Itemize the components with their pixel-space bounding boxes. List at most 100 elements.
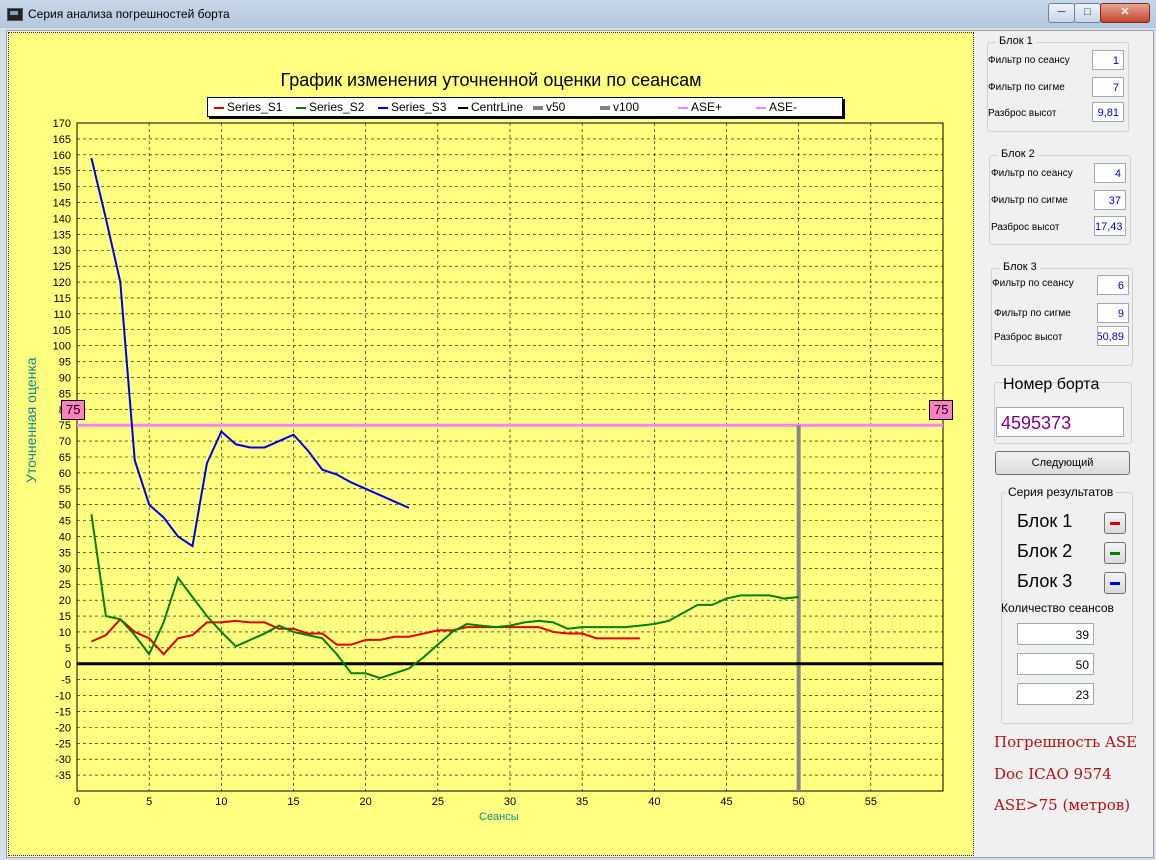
legend-item-v50: v50 [533,99,565,115]
legend-swatch [214,106,224,109]
y-tick-label: -30 [55,754,71,766]
block2-filter-sigma-label: Фильтр по сигме [991,195,1068,206]
session-count-block1[interactable]: 39 [1017,623,1094,645]
block3-group: Блок 3 [991,261,1133,366]
y-tick-label: 165 [53,134,71,146]
block1-spread-label: Разброс высот [988,108,1057,119]
x-tick-label: 15 [287,796,299,808]
y-tick-label: 110 [53,309,71,321]
note-ase-error: Погрешность ASE [994,733,1138,751]
x-tick-label: 30 [504,796,516,808]
y-tick-label: 40 [59,532,71,544]
block2-spread-label: Разброс высот [991,222,1060,233]
y-tick-label: 170 [53,118,71,130]
y-tick-label: 5 [65,643,71,655]
series-block3-color-button[interactable] [1104,572,1126,594]
y-tick-label: 70 [59,436,71,448]
board-group [994,382,1132,444]
app-icon [7,8,23,21]
close-button[interactable]: ✕ [1100,3,1150,23]
legend-swatch [756,106,766,109]
x-tick-label: 20 [360,796,372,808]
y-tick-label: 100 [53,341,71,353]
series-line-series_s1 [91,617,640,656]
series-block1-color-button[interactable] [1104,512,1126,534]
block3-spread-field[interactable]: 50,89 [1097,326,1129,346]
y-tick-label: -10 [55,691,71,703]
y-tick-label: 35 [59,547,71,559]
block1-filter-sigma-field[interactable]: 7 [1092,77,1124,97]
y-tick-label: 125 [53,261,71,273]
session-count-block2[interactable]: 50 [1017,653,1094,675]
block2-filter-sigma-field[interactable]: 37 [1094,190,1126,210]
x-tick-label: 5 [146,796,152,808]
block1-title: Блок 1 [996,35,1036,47]
block3-filter-sigma-field[interactable]: 9 [1097,303,1129,323]
legend-swatch [378,106,388,109]
series-results-title: Серия результатов [1006,485,1116,499]
legend-label: Series_S3 [391,100,447,114]
legend-item-v100: v100 [600,99,639,115]
y-tick-label: 50 [59,500,71,512]
y-tick-label: 30 [59,563,71,575]
y-tick-label: 140 [53,213,71,225]
note-ase-threshold: ASE>75 (метров) [994,796,1131,814]
session-count-label: Количество сеансов [1001,601,1114,615]
y-tick-label: 25 [59,579,71,591]
x-axis-label: Сеансы [479,811,519,823]
ase-tag-left: 75 [61,400,86,420]
y-tick-label: 95 [59,357,71,369]
block3-spread-label: Разброс высот [994,332,1063,343]
maximize-button[interactable]: □ [1074,3,1101,23]
session-count-block3[interactable]: 23 [1017,683,1094,705]
block1-filter-session-label: Фильтр по сеансу [988,55,1070,66]
y-tick-label: 15 [59,611,71,623]
y-tick-label: 75 [59,420,71,432]
note-icao-doc: Doc ICAO 9574 [994,765,1112,783]
series-block2-label: Блок 2 [1017,541,1073,561]
y-tick-label: -15 [55,706,71,718]
legend-item-seriess3: Series_S3 [378,99,446,115]
y-tick-label: 115 [53,293,71,305]
block3-filter-session-field[interactable]: 6 [1097,275,1129,295]
series-block2-color-button[interactable] [1104,542,1126,564]
y-tick-label: 120 [53,277,71,289]
blue-dash-icon [1110,582,1120,585]
y-tick-label: 150 [53,182,71,194]
green-dash-icon [1110,552,1120,555]
legend-label: ASE- [769,100,798,114]
y-tick-label: 65 [59,452,71,464]
x-tick-label: 55 [865,796,877,808]
legend-item-seriess2: Series_S2 [296,99,364,115]
x-tick-label: 0 [74,796,80,808]
y-tick-label: 155 [53,166,71,178]
block2-spread-field[interactable]: 17,43 [1094,216,1126,236]
y-tick-label: 45 [59,516,71,528]
block2-group: Блок 2 [989,148,1131,245]
board-title: Номер борта [1003,376,1100,393]
series-block1-label: Блок 1 [1017,511,1073,531]
ase-tag-right: 75 [929,400,954,420]
legend-label: Series_S1 [227,100,283,114]
y-tick-label: 145 [53,198,71,210]
minimize-button[interactable]: ─ [1048,3,1075,23]
legend-swatch [600,105,610,110]
legend-swatch [678,106,688,109]
y-tick-label: -20 [55,722,71,734]
legend-swatch [458,106,468,109]
board-number-field[interactable]: 4595373 [996,407,1124,437]
y-axis-label: Уточненная оценка [23,357,39,483]
title-bar: Серия анализа погрешностей борта ─ □ ✕ [0,0,1156,29]
legend-item-seriess1: Series_S1 [214,99,282,115]
legend-item-centrline: CentrLine [458,99,523,115]
block1-group: Блок 1 [987,35,1129,132]
y-tick-label: 10 [59,627,71,639]
legend-swatch [533,105,543,110]
block1-filter-session-field[interactable]: 1 [1092,50,1124,70]
y-tick-label: -25 [55,738,71,750]
y-tick-label: 85 [59,388,71,400]
block1-spread-field[interactable]: 9,81 [1092,102,1124,122]
block2-filter-session-label: Фильтр по сеансу [991,168,1073,179]
next-button[interactable]: Следующий [995,451,1130,475]
block2-filter-session-field[interactable]: 4 [1094,163,1126,183]
